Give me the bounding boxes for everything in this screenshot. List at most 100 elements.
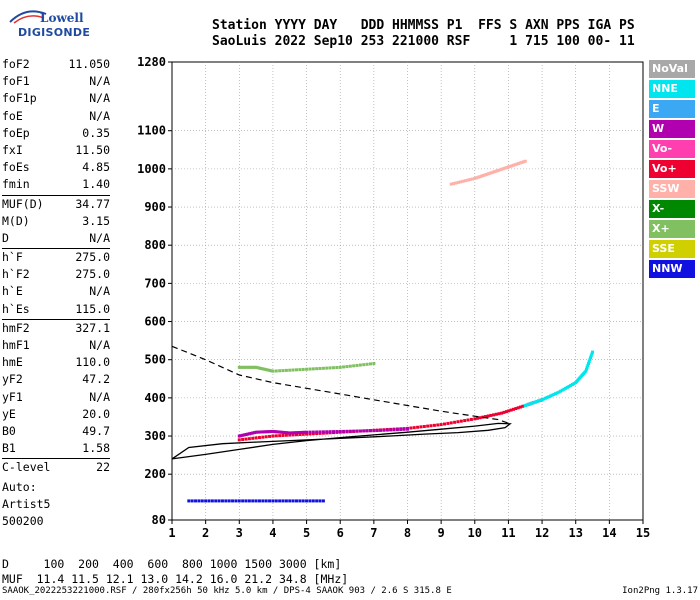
echo-trace-point xyxy=(227,499,231,503)
x-tick-label: 8 xyxy=(404,526,411,540)
echo-trace-point xyxy=(257,436,261,440)
echo-trace-point xyxy=(564,386,568,390)
x-tick-label: 6 xyxy=(337,526,344,540)
echo-trace-point xyxy=(252,365,256,369)
echo-trace-point xyxy=(426,424,430,428)
echo-trace-point xyxy=(301,432,305,436)
echo-point xyxy=(506,165,510,169)
echo-trace-point xyxy=(237,499,241,503)
x-tick-label: 10 xyxy=(468,526,482,540)
echo-trace-point xyxy=(251,431,255,435)
echo-trace-point xyxy=(284,368,288,372)
echo-trace-point xyxy=(489,413,493,417)
echo-point xyxy=(372,429,376,433)
echo-trace-point xyxy=(572,382,576,386)
param-row: hmE 110.0 xyxy=(2,354,110,371)
echo-trace-point xyxy=(399,427,403,431)
echo-trace-point xyxy=(271,499,275,503)
legend-item: X- xyxy=(649,200,695,218)
echo-trace-point xyxy=(264,435,268,439)
autoscaling-info: Auto: Artist5 500200 xyxy=(2,479,50,530)
y-tick-label: 1280 xyxy=(137,55,166,69)
auto-label: Auto: xyxy=(2,480,37,494)
x-tick-label: 1 xyxy=(168,526,175,540)
software-version: Ion2Png 1.3.17 xyxy=(622,586,698,596)
echo-trace-point xyxy=(284,433,288,437)
echo-trace-point xyxy=(565,385,569,389)
echo-trace-point xyxy=(293,431,297,435)
x-tick-label: 5 xyxy=(303,526,310,540)
echo-trace-point xyxy=(545,395,549,399)
header-labels: Station YYYY DAY DDD HHMMSS P1 FFS S AXN… xyxy=(212,18,635,33)
y-tick-label: 400 xyxy=(144,391,166,405)
echo-trace-point xyxy=(325,430,329,434)
echo-trace-point xyxy=(555,391,559,395)
echo-trace-point xyxy=(273,430,277,434)
parameters-panel: foF2 11.050 foF1 N/A foF1p N/A foE N/A foEp 0.35 f… xyxy=(2,56,110,477)
muf-distance-row: D 100 200 400 600 800 1000 1500 3000 [km… xyxy=(2,557,342,571)
param-row: foEs 4.85 xyxy=(2,159,110,176)
param-name: foF2 xyxy=(2,57,30,71)
echo-point xyxy=(237,438,241,442)
echo-trace-point xyxy=(355,363,359,367)
echo-trace-point xyxy=(291,433,295,437)
echo-trace-point xyxy=(502,410,506,414)
echo-trace-point xyxy=(379,428,383,432)
x-tick-label: 9 xyxy=(438,526,445,540)
echo-trace-point xyxy=(251,499,255,503)
echo-trace-point xyxy=(538,398,542,402)
echo-trace-point xyxy=(261,430,265,434)
echo-trace-point xyxy=(281,369,285,373)
param-name: M(D) xyxy=(2,213,30,228)
echo-trace-point xyxy=(315,367,319,371)
echo-trace-point xyxy=(224,499,228,503)
echo-point xyxy=(473,417,477,421)
echo-trace-point xyxy=(244,433,248,437)
polarization-legend: NoVal NNE E W Vo- Vo+ SSW X- X+ SSE NNW xyxy=(649,60,695,280)
echo-trace-point xyxy=(247,365,251,369)
param-row: D N/A xyxy=(2,230,110,247)
echo-trace-point xyxy=(268,434,272,438)
echo-trace-point xyxy=(261,367,265,371)
echo-trace-point xyxy=(461,179,465,183)
echo-trace-point xyxy=(214,499,218,503)
echo-trace-point xyxy=(241,365,245,369)
echo-trace-point xyxy=(249,365,253,369)
echo-trace-point xyxy=(365,429,369,433)
echo-trace-point xyxy=(298,431,302,435)
echo-trace-point xyxy=(478,175,482,179)
param-name: B1 xyxy=(2,441,16,456)
echo-trace-point xyxy=(533,400,537,404)
echo-point xyxy=(490,171,494,175)
muf-table: D 100 200 400 600 800 1000 1500 3000 [km… xyxy=(2,557,348,587)
echo-trace-point xyxy=(269,430,273,434)
param-name: hmE xyxy=(2,355,23,370)
echo-trace-point xyxy=(463,419,467,423)
echo-trace-point xyxy=(348,364,352,368)
echo-trace-point xyxy=(200,499,204,503)
echo-trace-point xyxy=(291,431,295,435)
param-value: 275.0 xyxy=(75,250,110,265)
echo-point xyxy=(439,423,443,427)
legend-item: NoVal xyxy=(649,60,695,78)
echo-point xyxy=(187,499,191,503)
echo-trace-point xyxy=(562,387,566,391)
echo-trace-point xyxy=(252,431,256,435)
echo-trace-point xyxy=(348,429,352,433)
param-value: N/A xyxy=(89,284,110,299)
muf-frequency-row: MUF 11.4 11.5 12.1 13.0 14.2 16.0 21.2 3… xyxy=(2,572,349,586)
echo-trace-point xyxy=(543,396,547,400)
echo-trace-point xyxy=(331,366,335,370)
param-value: N/A xyxy=(89,389,110,404)
echo-trace-point xyxy=(519,405,523,409)
echo-trace-point xyxy=(514,407,518,411)
param-name: foEp xyxy=(2,125,30,140)
echo-trace-point xyxy=(345,429,349,433)
echo-trace-point xyxy=(281,499,285,503)
echo-trace-point xyxy=(509,408,513,412)
echo-trace-point xyxy=(511,407,515,411)
echo-trace-point xyxy=(296,431,300,435)
echo-trace-point xyxy=(289,431,293,435)
echo-trace-point xyxy=(560,388,564,392)
echo-trace-point xyxy=(263,367,267,371)
